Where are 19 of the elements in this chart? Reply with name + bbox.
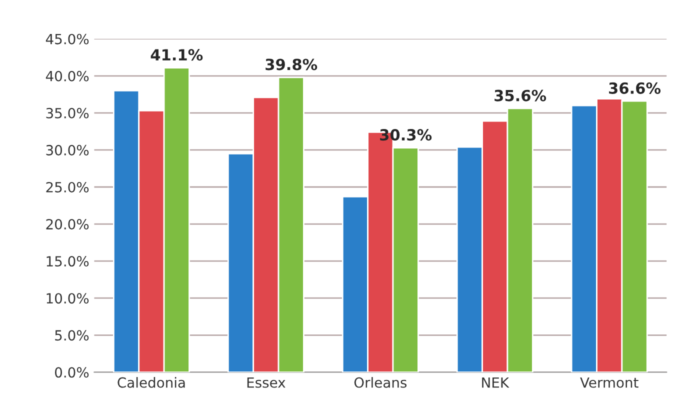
x-tick-label: Orleans	[354, 377, 407, 388]
y-tick-label: 30.0%	[46, 144, 89, 156]
y-tick-label: 35.0%	[46, 108, 89, 118]
x-tick-label: Vermont	[580, 377, 638, 388]
y-tick-label: 15.0%	[46, 256, 89, 267]
y-tick-label: 5.0%	[55, 330, 89, 341]
data-label: 36.6%	[609, 82, 661, 94]
x-tick-label: Caledonia	[118, 377, 185, 388]
x-tick-label: NEK	[482, 377, 510, 388]
y-tick-label: 25.0%	[46, 182, 89, 192]
y-tick-label: 20.0%	[46, 219, 89, 230]
data-label: 39.8%	[266, 58, 318, 70]
y-tick-label: 0.0%	[55, 367, 89, 378]
y-tick-label: 40.0%	[46, 70, 89, 82]
y-tick-label: 10.0%	[46, 293, 89, 304]
data-label: 41.1%	[150, 49, 203, 61]
data-label: 35.6%	[494, 90, 546, 102]
x-tick-label: Essex	[247, 377, 286, 388]
y-tick-label: 45.0%	[46, 34, 89, 44]
